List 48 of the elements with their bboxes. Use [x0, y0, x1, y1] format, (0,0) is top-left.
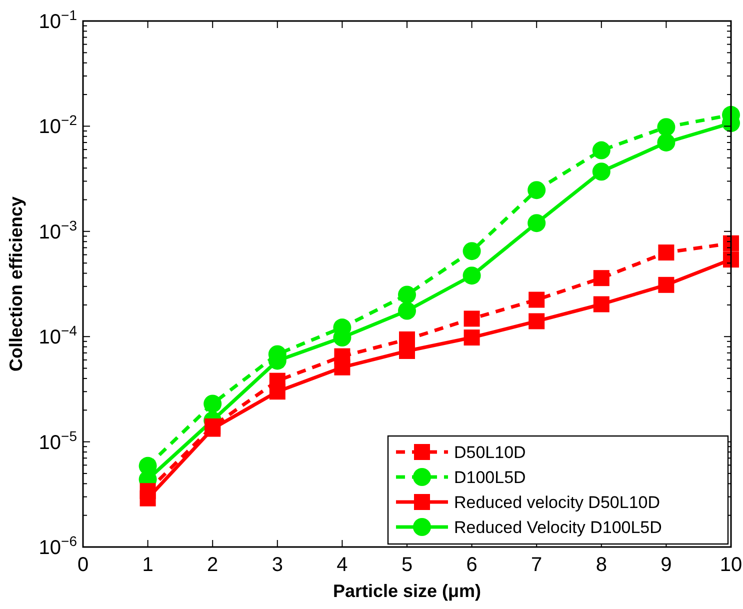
point: [528, 214, 546, 232]
x-tick-label: 0: [77, 554, 89, 576]
point: [528, 292, 545, 308]
x-tick-label: 10: [720, 554, 742, 576]
point: [204, 394, 222, 413]
y-axis-title: Collection efficiency: [6, 196, 26, 372]
point: [334, 348, 350, 364]
point: [723, 252, 739, 268]
point: [140, 483, 156, 500]
x-axis-title: Particle size (μm): [332, 581, 482, 601]
y-tick-label: 10$^{−5}$: [38, 428, 78, 454]
legend-label: Reduced velocity D50L10D: [454, 493, 660, 512]
point: [658, 276, 674, 293]
point: [528, 313, 545, 330]
point: [657, 118, 676, 136]
x-tick-label: 5: [401, 554, 413, 576]
point: [593, 296, 610, 312]
legend-label: D100L5D: [454, 468, 526, 487]
x-tick-label: 1: [142, 554, 154, 576]
x-tick-label: 9: [660, 554, 672, 576]
y-tick-label: 10$^{−2}$: [38, 112, 78, 138]
point: [462, 266, 481, 285]
point: [592, 141, 610, 160]
x-tick-label: 2: [207, 554, 218, 576]
y-tick-label: 10$^{−1}$: [38, 7, 78, 33]
point: [528, 181, 546, 200]
point: [464, 310, 480, 327]
y-tick-label: 10$^{−6}$: [38, 533, 78, 559]
point: [657, 133, 676, 152]
point: [138, 456, 157, 475]
point: [398, 302, 416, 320]
y-tick-label: 10$^{−3}$: [38, 217, 78, 244]
legend-label: Reduced Velocity D100L5D: [454, 518, 662, 537]
point: [462, 242, 481, 260]
point: [464, 330, 480, 346]
point: [398, 286, 416, 304]
x-tick-label: 6: [466, 554, 478, 576]
point: [592, 162, 610, 181]
point: [723, 235, 739, 252]
x-tick-label: 8: [596, 554, 607, 576]
point: [269, 372, 286, 389]
point: [658, 244, 674, 261]
legend-label: D50L10D: [454, 443, 526, 462]
y-tick-label: 10$^{−4}$: [38, 322, 78, 349]
x-tick-label: 7: [531, 554, 542, 576]
x-tick-label: 4: [336, 554, 348, 576]
point: [593, 270, 610, 286]
x-tick-label: 3: [272, 554, 283, 576]
